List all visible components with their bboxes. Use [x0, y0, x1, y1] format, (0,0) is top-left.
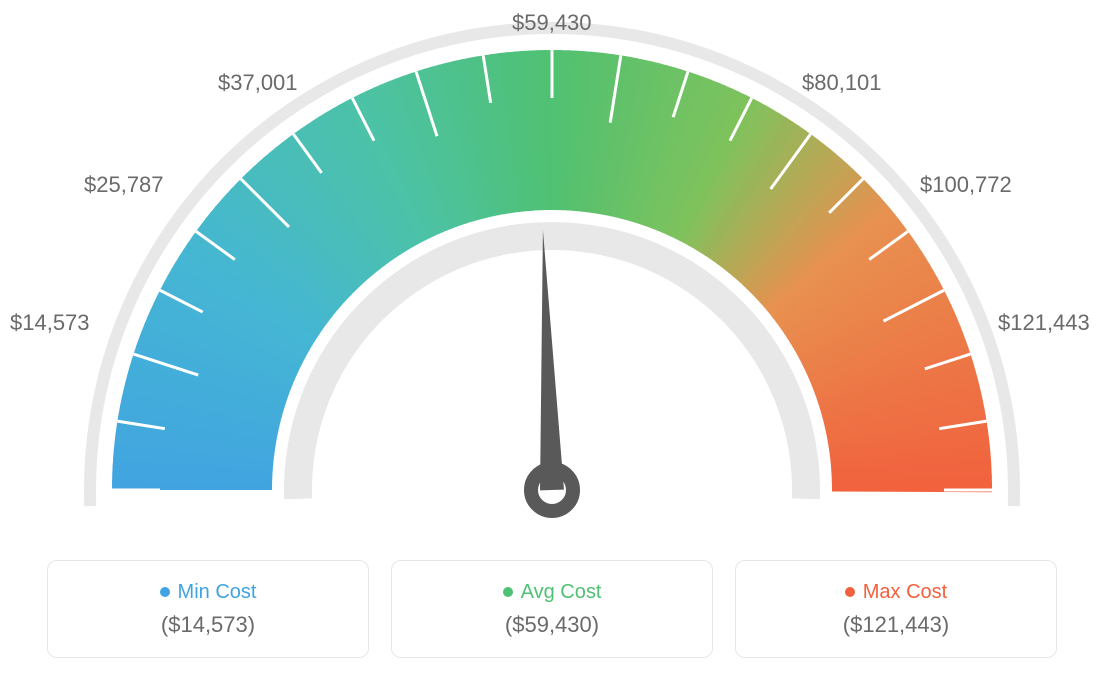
dot-icon: [160, 587, 170, 597]
dot-icon: [503, 587, 513, 597]
legend-value-avg: ($59,430): [505, 612, 599, 638]
gauge-tick-label: $59,430: [512, 10, 592, 36]
legend-card-max: Max Cost ($121,443): [735, 560, 1057, 658]
legend-card-avg: Avg Cost ($59,430): [391, 560, 713, 658]
gauge-tick-label: $37,001: [218, 70, 298, 96]
legend-value-max: ($121,443): [843, 612, 949, 638]
legend-title-text: Min Cost: [178, 581, 257, 604]
gauge-tick-label: $121,443: [998, 310, 1090, 336]
gauge-tick-label: $100,772: [920, 172, 1012, 198]
gauge-tick-label: $25,787: [84, 172, 164, 198]
gauge-tick-label: $80,101: [802, 70, 882, 96]
legend-card-min: Min Cost ($14,573): [47, 560, 369, 658]
legend-title-max: Max Cost: [845, 581, 947, 604]
legend-title-min: Min Cost: [160, 581, 257, 604]
legend-title-avg: Avg Cost: [503, 581, 602, 604]
dot-icon: [845, 587, 855, 597]
legend-title-text: Avg Cost: [521, 581, 602, 604]
cost-gauge-chart: $14,573 $25,787 $37,001 $59,430 $80,101 $100,…: [0, 0, 1104, 560]
legend-title-text: Max Cost: [863, 581, 947, 604]
gauge-tick-label: $14,573: [10, 310, 90, 336]
legend-row: Min Cost ($14,573) Avg Cost ($59,430) Ma…: [0, 560, 1104, 658]
legend-value-min: ($14,573): [161, 612, 255, 638]
